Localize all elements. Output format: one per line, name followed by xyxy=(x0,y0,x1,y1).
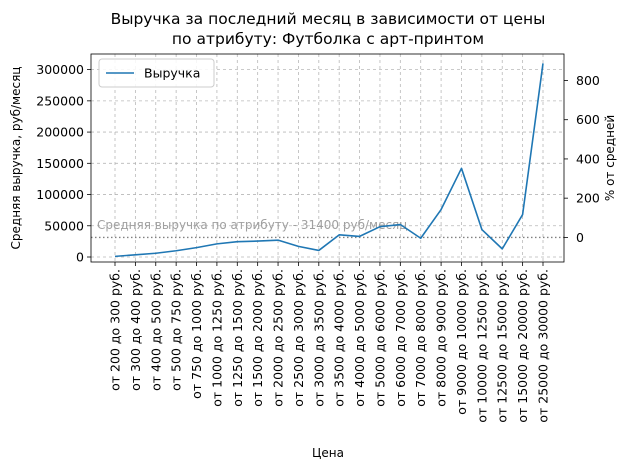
x-tick-label: от 12500 до 15000 руб. xyxy=(495,269,510,423)
x-tick-label: от 10000 до 12500 руб. xyxy=(474,269,489,423)
series-line xyxy=(114,63,544,258)
y-right-tick-label: 800 xyxy=(576,73,600,88)
x-tick-label: от 5000 до 6000 руб. xyxy=(372,269,387,407)
legend-box xyxy=(98,58,215,88)
y-tick-label: 250000 xyxy=(36,93,84,108)
legend: Выручка xyxy=(98,58,215,88)
y-tick-label: 150000 xyxy=(36,156,84,171)
x-tick-label: от 4000 до 5000 руб. xyxy=(352,269,367,407)
chart-title-line1: Выручка за последний месяц в зависимости… xyxy=(111,10,546,28)
plot-frame xyxy=(90,53,565,263)
y-tick-label: 100000 xyxy=(36,187,84,202)
y-right-tick-label: 600 xyxy=(576,112,600,127)
y-right-tick-label: 400 xyxy=(576,151,600,166)
x-tick-label: от 7000 до 8000 руб. xyxy=(413,269,428,407)
x-tick-label: от 500 до 750 руб. xyxy=(169,269,184,391)
x-axis: от 200 до 300 руб. от 300 до 400 руб. от 4… xyxy=(108,262,551,423)
x-tick-label: от 3000 до 3500 руб. xyxy=(311,269,326,407)
y-tick-label: 50000 xyxy=(44,218,84,233)
y-axis-left: 0 50000 100000 150000 200000 250000 300000 xyxy=(36,62,91,265)
x-tick-label: от 1000 до 1250 руб. xyxy=(209,269,224,407)
legend-label: Выручка xyxy=(144,66,200,81)
x-tick-label: от 2500 до 3000 руб. xyxy=(291,269,306,407)
series-layer xyxy=(114,63,544,258)
x-tick-label: от 3500 до 4000 руб. xyxy=(332,269,347,407)
y-axis-right: 0 200 400 600 800 xyxy=(564,73,600,245)
x-tick-label: от 6000 до 7000 руб. xyxy=(393,269,408,407)
y-tick-label: 0 xyxy=(76,250,84,265)
x-axis-label: Цена xyxy=(312,446,344,460)
chart-title-line2: по атрибуту: Футболка с арт-принтом xyxy=(172,30,484,48)
y-axis-label-right: % от средней xyxy=(603,115,617,201)
y-right-tick-label: 200 xyxy=(576,191,600,206)
grid xyxy=(91,54,564,262)
x-tick-label: от 400 до 500 руб. xyxy=(148,269,163,391)
x-tick-label: от 750 до 1000 руб. xyxy=(189,269,204,399)
x-tick-label: от 1250 до 1500 руб. xyxy=(230,269,245,407)
x-tick-label: от 15000 до 20000 руб. xyxy=(515,269,530,423)
x-tick-label: от 8000 до 9000 руб. xyxy=(434,269,449,407)
mean-annotation: Средняя выручка по атрибуту - 31400 руб/… xyxy=(97,218,407,232)
y-tick-label: 300000 xyxy=(36,62,84,77)
y-axis-label: Средняя выручка, руб/месяц xyxy=(9,67,23,250)
x-tick-label: от 25000 до 30000 руб. xyxy=(536,269,551,423)
y-tick-label: 200000 xyxy=(36,125,84,140)
x-tick-label: от 2000 до 2500 руб. xyxy=(271,269,286,407)
y-right-tick-label: 0 xyxy=(576,230,584,245)
x-tick-label: от 300 до 400 руб. xyxy=(128,269,143,391)
x-tick-label: от 9000 до 10000 руб. xyxy=(454,269,469,415)
x-tick-label: от 1500 до 2000 руб. xyxy=(250,269,265,407)
x-tick-label: от 200 до 300 руб. xyxy=(108,269,123,391)
